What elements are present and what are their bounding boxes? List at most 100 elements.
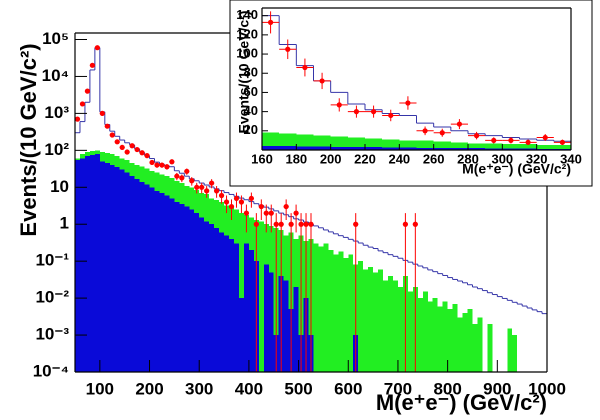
x-tick-label: 1000 xyxy=(528,379,566,398)
y-tick-label: 10² xyxy=(44,140,69,159)
data-point xyxy=(542,134,548,141)
data-point xyxy=(228,203,235,210)
bar xyxy=(194,213,200,372)
bar xyxy=(184,206,190,372)
bar xyxy=(204,221,210,372)
data-point xyxy=(439,130,445,136)
bar xyxy=(296,134,314,150)
bar xyxy=(502,144,520,150)
bar xyxy=(104,163,110,372)
data-point xyxy=(353,109,360,115)
data-point xyxy=(303,221,309,227)
bar xyxy=(333,254,339,372)
data-point xyxy=(109,132,115,138)
bar xyxy=(437,306,443,372)
bar xyxy=(330,136,348,150)
y-tick-label: 10⁻¹ xyxy=(35,251,69,270)
bar xyxy=(219,232,225,372)
bar xyxy=(422,291,428,372)
bar xyxy=(382,139,400,150)
x-tick-label: 160 xyxy=(251,151,273,166)
data-point xyxy=(124,149,130,155)
bar xyxy=(512,335,518,372)
data-point xyxy=(139,150,145,156)
x-tick-label: 320 xyxy=(526,151,548,166)
bar xyxy=(427,301,433,372)
bar xyxy=(233,243,239,372)
bar xyxy=(94,153,100,372)
bar xyxy=(330,147,348,150)
bar xyxy=(149,187,155,372)
bar xyxy=(536,145,554,150)
data-point xyxy=(154,162,160,168)
data-point xyxy=(194,184,200,190)
bar xyxy=(179,204,185,372)
data-point xyxy=(84,88,91,94)
bar xyxy=(279,133,297,150)
bar xyxy=(477,317,483,372)
data-point xyxy=(319,78,325,84)
bar xyxy=(452,303,458,372)
data-point xyxy=(204,188,210,194)
main-plot: 10⁻⁴ 10⁻³ 10⁻² 10⁻¹ 1 10 10² 10³ 10⁴ 10⁵ 100 200 300… xyxy=(16,29,566,415)
bar xyxy=(189,209,195,372)
x-tick-label: 900 xyxy=(483,379,511,398)
y-tick-label: 10³ xyxy=(44,103,69,122)
bar xyxy=(262,132,280,150)
bar xyxy=(485,143,503,150)
bar xyxy=(416,140,434,150)
data-point xyxy=(268,210,274,216)
data-point xyxy=(243,210,250,216)
inset-panel xyxy=(229,0,593,187)
bar xyxy=(450,142,468,150)
bar xyxy=(224,235,230,372)
bar xyxy=(462,312,468,372)
y-tick-label: 20 xyxy=(244,122,258,137)
x-tick-label: 100 xyxy=(86,379,114,398)
data-point xyxy=(491,137,497,144)
bar xyxy=(154,190,160,372)
bar xyxy=(209,224,215,372)
data-point xyxy=(129,143,135,149)
bar xyxy=(468,148,486,150)
bar xyxy=(397,286,403,372)
bar xyxy=(75,159,80,372)
data-point xyxy=(209,180,215,186)
data-point xyxy=(302,64,308,71)
data-point xyxy=(79,101,86,107)
x-tick-label: 600 xyxy=(334,379,362,398)
bar xyxy=(472,323,478,372)
y-tick-label: 140 xyxy=(236,7,258,22)
bar xyxy=(347,137,365,150)
bar xyxy=(99,161,105,372)
y-tick-label: 10⁵ xyxy=(42,29,69,48)
x-tick-label: 220 xyxy=(354,151,376,166)
y-tick-label: 60 xyxy=(244,84,258,99)
data-point xyxy=(238,199,245,205)
data-point xyxy=(114,139,120,145)
bar xyxy=(248,250,254,372)
y-tick-label: 10⁻⁴ xyxy=(33,361,69,380)
data-point xyxy=(134,146,140,153)
data-point xyxy=(283,203,289,210)
data-point xyxy=(149,159,155,166)
bar xyxy=(507,328,513,372)
data-point xyxy=(370,109,377,115)
bar xyxy=(347,147,365,150)
bar xyxy=(238,213,244,372)
bar xyxy=(467,309,473,372)
bar xyxy=(258,221,264,372)
data-point xyxy=(223,199,230,205)
data-point xyxy=(412,221,418,227)
data-point xyxy=(144,153,150,159)
data-point xyxy=(253,221,259,227)
x-axis-title: M(e⁺e⁻) (GeV/c²) xyxy=(376,390,547,415)
y-tick-label: 100 xyxy=(236,45,258,60)
data-point xyxy=(353,221,359,227)
x-tick-label: 280 xyxy=(457,151,479,166)
bar xyxy=(139,181,145,372)
bar xyxy=(124,172,130,372)
bar xyxy=(169,198,175,372)
data-point xyxy=(267,19,274,25)
data-point xyxy=(285,46,291,52)
